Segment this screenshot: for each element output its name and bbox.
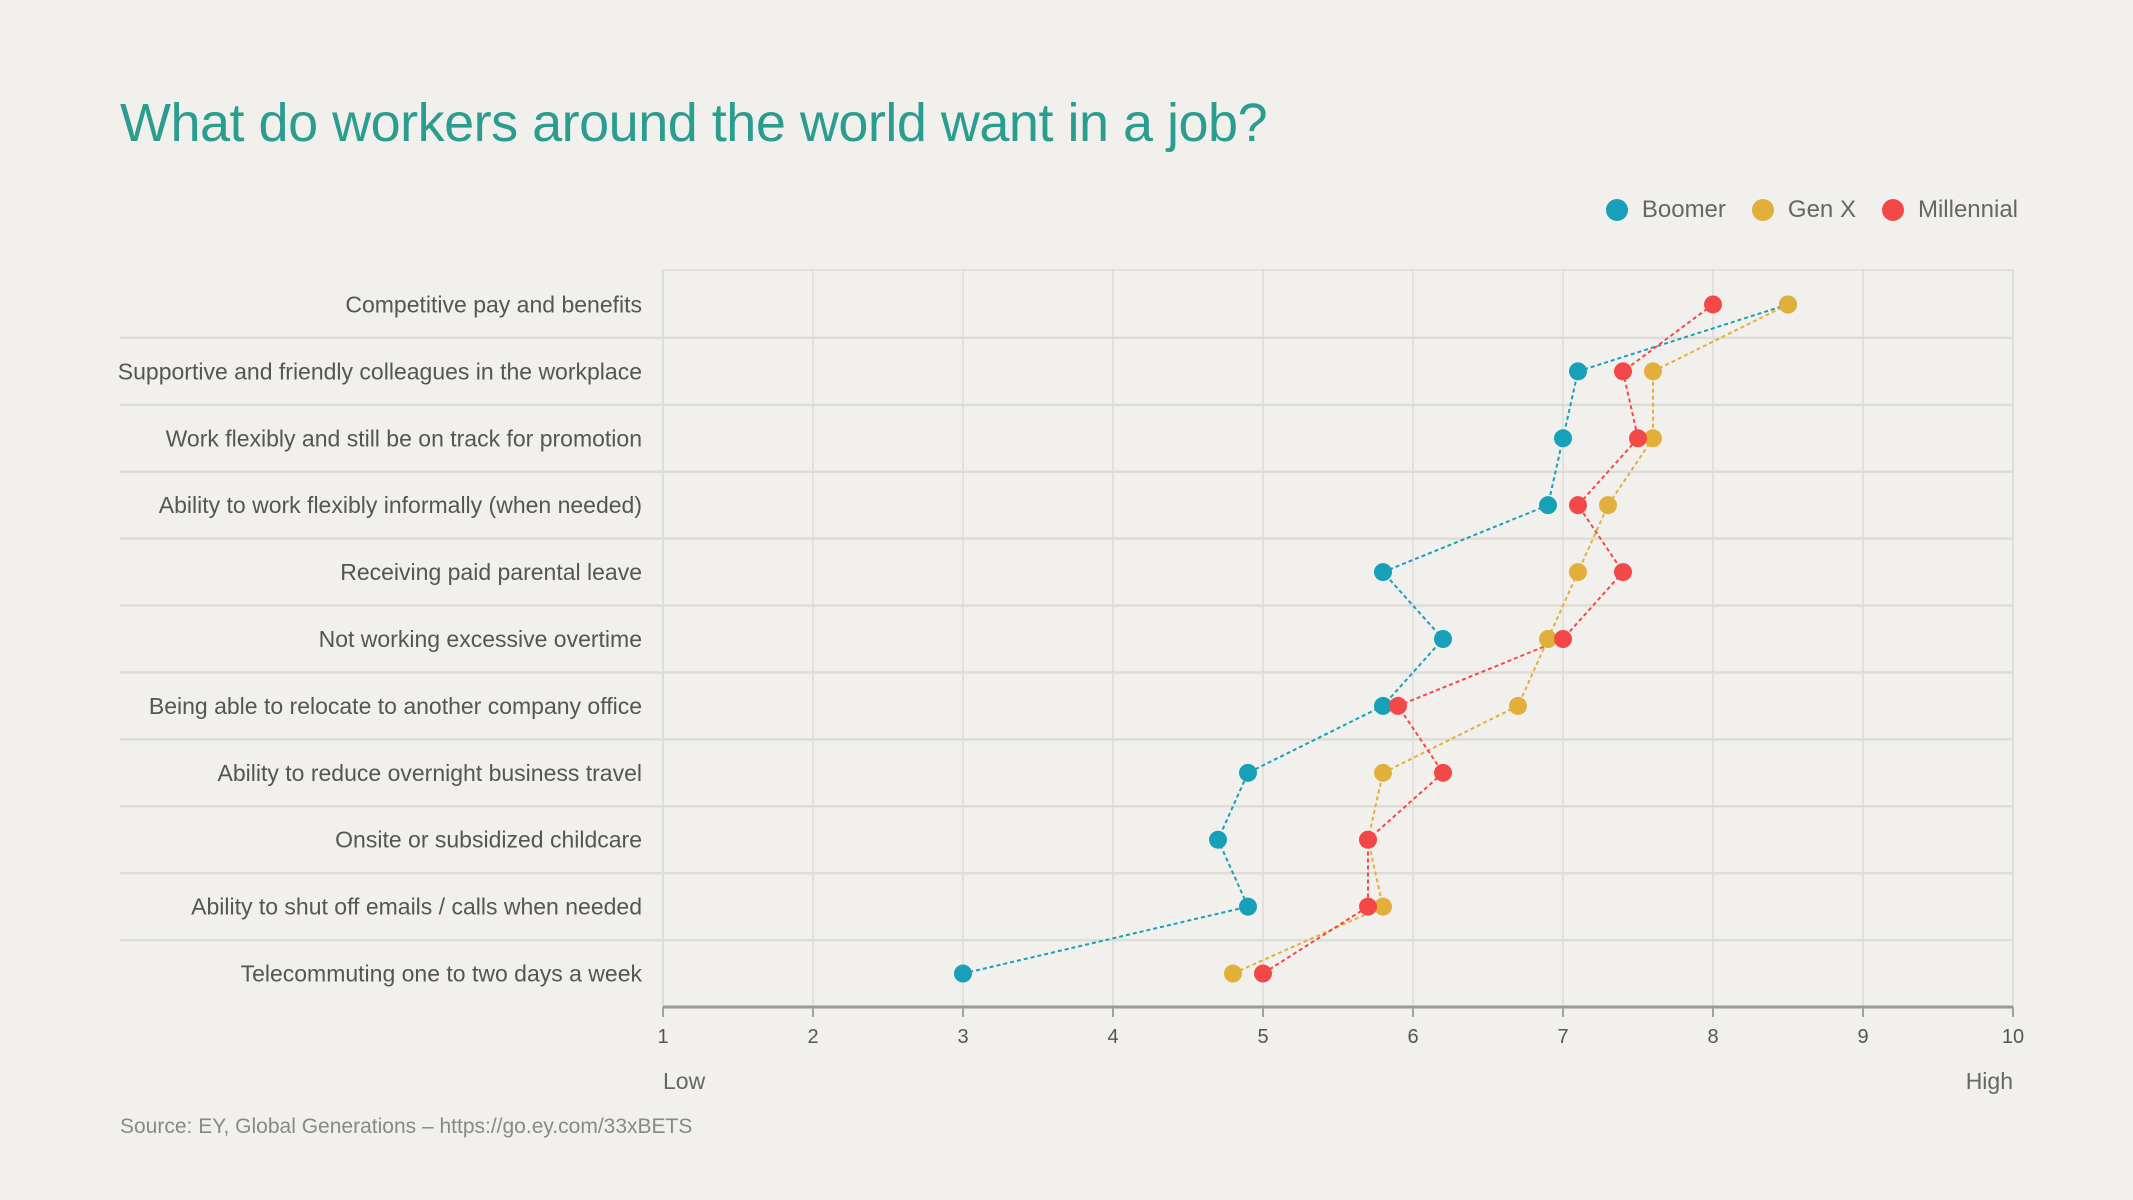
point-millennial (1389, 696, 1407, 715)
legend-swatch-boomer (1605, 199, 1628, 221)
point-millennial (1359, 897, 1377, 916)
plot-border (662, 269, 2014, 1008)
point-millennial (1254, 964, 1272, 983)
point-millennial (1434, 763, 1452, 782)
legend-item-boomer: Boomer (1605, 196, 1726, 224)
legend-label-millennial: Millennial (1917, 196, 2018, 223)
category-label: Not working excessive overtime (319, 626, 642, 652)
x-tick-label: 9 (1857, 1026, 1868, 1048)
point-genx (1374, 897, 1392, 916)
point-boomer (1434, 630, 1452, 648)
x-tick-label: 1 (657, 1026, 668, 1048)
legend-swatch-genx (1751, 199, 1774, 221)
point-genx (1539, 630, 1557, 648)
legend: Boomer Gen X Millennial (1605, 196, 2018, 224)
x-tick-label: 3 (957, 1026, 968, 1048)
chart-title: What do workers around the world want in… (120, 93, 1268, 153)
point-genx (1224, 964, 1242, 983)
point-genx (1644, 429, 1662, 448)
point-genx (1779, 295, 1797, 314)
x-tick-label: 4 (1107, 1026, 1118, 1048)
source-note: Source: EY, Global Generations – https:/… (120, 1115, 693, 1138)
point-boomer (1239, 763, 1257, 782)
point-millennial (1704, 295, 1722, 314)
legend-item-genx: Gen X (1751, 196, 1856, 224)
legend-label-genx: Gen X (1787, 196, 1856, 223)
x-low-label: Low (663, 1068, 706, 1094)
point-boomer (1374, 563, 1392, 582)
point-millennial (1614, 362, 1632, 381)
point-boomer (1554, 429, 1572, 448)
point-genx (1599, 496, 1617, 515)
point-genx (1644, 362, 1662, 381)
x-tick-label: 6 (1407, 1026, 1418, 1048)
point-genx (1569, 563, 1587, 582)
category-label: Telecommuting one to two days a week (241, 961, 643, 987)
x-tick-label: 8 (1707, 1026, 1718, 1048)
category-label: Being able to relocate to another compan… (149, 693, 642, 719)
legend-label-boomer: Boomer (1641, 196, 1726, 223)
point-boomer (1374, 696, 1392, 715)
legend-item-millennial: Millennial (1881, 196, 2018, 224)
category-label: Work flexibly and still be on track for … (166, 425, 642, 451)
category-label: Onsite or subsidized childcare (335, 827, 642, 853)
point-millennial (1629, 429, 1647, 448)
category-label: Competitive pay and benefits (345, 291, 642, 317)
x-tick-label: 5 (1257, 1026, 1268, 1048)
point-millennial (1554, 630, 1572, 648)
category-label: Ability to work flexibly informally (whe… (159, 492, 642, 518)
x-tick-label: 2 (807, 1026, 818, 1048)
category-label: Receiving paid parental leave (340, 559, 642, 585)
point-millennial (1614, 563, 1632, 582)
point-millennial (1359, 830, 1377, 849)
category-label: Ability to shut off emails / calls when … (191, 894, 642, 920)
point-boomer (1239, 897, 1257, 916)
x-tick-label: 10 (2002, 1026, 2024, 1048)
x-tick-label: 7 (1557, 1026, 1568, 1048)
point-millennial (1569, 496, 1587, 515)
point-boomer (954, 964, 972, 983)
point-boomer (1209, 830, 1227, 849)
point-boomer (1539, 496, 1557, 515)
point-boomer (1569, 362, 1587, 381)
point-genx (1374, 763, 1392, 782)
category-label: Supportive and friendly colleagues in th… (118, 358, 642, 384)
category-label: Ability to reduce overnight business tra… (218, 760, 642, 786)
legend-swatch-millennial (1881, 199, 1904, 221)
x-high-label: High (1966, 1068, 2013, 1094)
point-genx (1509, 696, 1527, 715)
